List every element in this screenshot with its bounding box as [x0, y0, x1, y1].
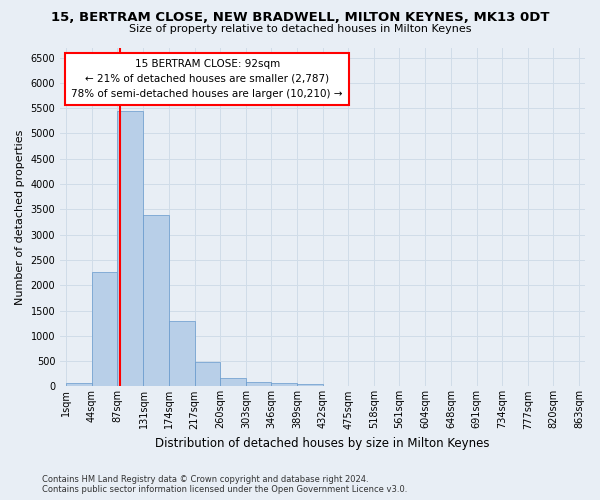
- Bar: [117, 110, 143, 386]
- Bar: [66, 382, 92, 386]
- Bar: [92, 272, 117, 386]
- Text: 15, BERTRAM CLOSE, NEW BRADWELL, MILTON KEYNES, MK13 0DT: 15, BERTRAM CLOSE, NEW BRADWELL, MILTON …: [51, 11, 549, 24]
- Bar: [169, 320, 194, 386]
- Bar: [271, 383, 297, 386]
- Bar: [143, 216, 169, 386]
- Bar: [220, 378, 246, 386]
- Text: 15 BERTRAM CLOSE: 92sqm
← 21% of detached houses are smaller (2,787)
78% of semi: 15 BERTRAM CLOSE: 92sqm ← 21% of detache…: [71, 59, 343, 98]
- Bar: [297, 384, 323, 386]
- X-axis label: Distribution of detached houses by size in Milton Keynes: Distribution of detached houses by size …: [155, 437, 490, 450]
- Bar: [194, 362, 220, 386]
- Bar: [246, 382, 271, 386]
- Text: Contains HM Land Registry data © Crown copyright and database right 2024.
Contai: Contains HM Land Registry data © Crown c…: [42, 474, 407, 494]
- Y-axis label: Number of detached properties: Number of detached properties: [15, 130, 25, 304]
- Text: Size of property relative to detached houses in Milton Keynes: Size of property relative to detached ho…: [129, 24, 471, 34]
